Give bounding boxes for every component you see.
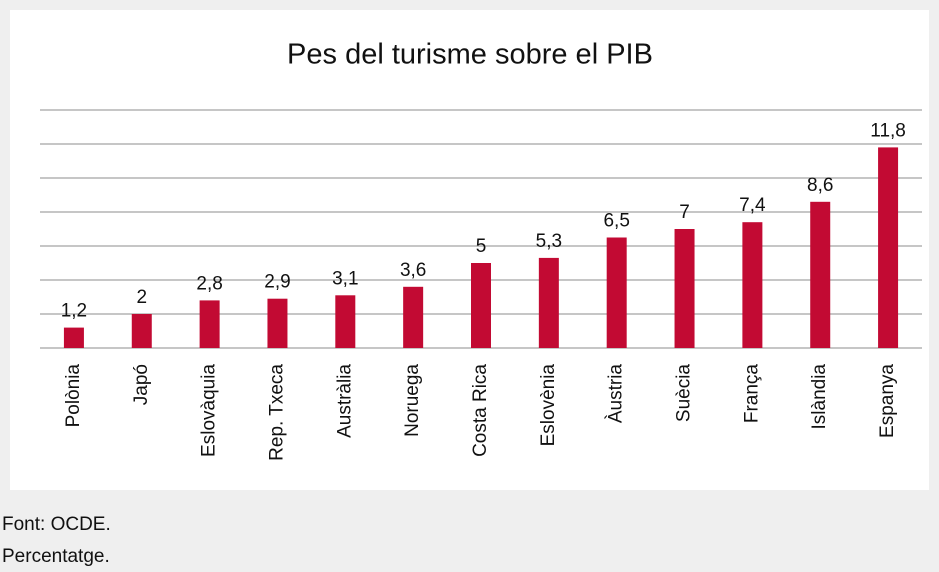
x-tick-label: Japó [131,364,152,405]
bar [810,201,831,348]
value-label: 3,6 [400,260,426,281]
bar [538,257,559,348]
value-label: 7 [679,202,690,223]
bar [335,295,356,348]
bar [403,286,424,348]
bar [267,298,288,348]
bar [674,229,695,348]
value-label: 8,6 [807,175,833,196]
value-label: 6,5 [603,211,629,232]
x-tick-label: Àustria [606,364,627,424]
x-tick-label: Polònia [63,364,84,428]
x-tick-label: Noruega [402,364,423,437]
chart-title: Pes del turisme sobre el PIB [287,39,653,71]
value-label: 2 [136,287,147,308]
value-label: 3,1 [332,268,358,289]
bar [131,314,152,348]
value-label: 7,4 [739,195,766,216]
x-tick-label: Espanya [877,364,898,438]
x-tick-label: Austràlia [334,364,355,438]
value-label: 11,8 [870,120,906,141]
x-tick-label: Eslovènia [538,364,559,447]
value-label: 5,3 [536,231,562,252]
bar [199,300,220,348]
x-tick-label: Rep. Txeca [266,364,287,461]
bar [878,147,899,348]
x-tick-label: Suècia [674,364,695,423]
bar [606,237,627,348]
bar [742,222,763,348]
x-tick-label: Eslovàquia [199,364,220,457]
value-label: 2,8 [196,273,222,294]
bar [63,327,84,348]
value-label: 1,2 [61,301,87,322]
note: Font: OCDE. [2,514,111,535]
value-label: 5 [476,236,487,257]
x-tick-label: França [741,364,762,424]
x-tick-label: Islàndia [809,364,830,430]
x-tick-label: Costa Rica [470,364,491,457]
bar [471,263,491,348]
note: Percentatge. [2,546,110,567]
chart-panel [10,10,929,490]
value-label: 2,9 [264,272,290,293]
